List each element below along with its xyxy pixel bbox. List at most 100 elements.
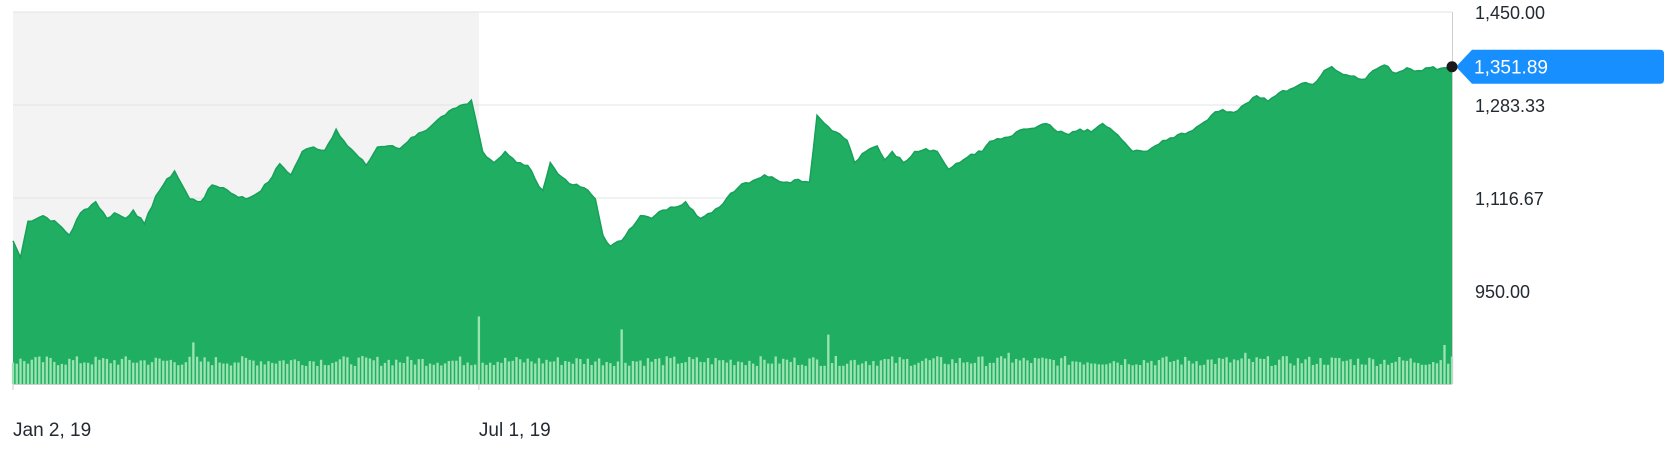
volume-bar [598,358,600,384]
volume-bar [1252,362,1254,384]
volume-bar [57,365,59,384]
volume-bar [485,365,487,384]
volume-bar [440,365,442,384]
volume-bar [1342,361,1344,384]
volume-bar [185,362,187,384]
volume-bar [260,361,262,384]
volume-bar [688,357,690,384]
volume-bar [264,364,266,384]
volume-bar [493,365,495,384]
volume-bar [617,361,619,384]
volume-bar [884,359,886,384]
volume-bar [643,366,645,384]
volume-bar [1180,365,1182,384]
volume-bar [1041,358,1043,384]
volume-bar [632,361,634,384]
volume-bar [279,361,281,384]
volume-bar [316,366,318,384]
volume-bar [805,366,807,384]
volume-bar [1425,365,1427,384]
volume-bar [932,358,934,384]
volume-bar [414,365,416,384]
volume-bar [1338,358,1340,384]
volume-bar [342,356,344,384]
volume-bar [384,363,386,384]
volume-bar [391,365,393,384]
volume-bar [474,365,476,384]
volume-bar [42,362,44,384]
volume-bar [542,363,544,384]
volume-bar [1007,353,1009,384]
volume-bar [1387,365,1389,384]
volume-bar [226,364,228,384]
volume-bar [470,365,472,384]
volume-bar [605,362,607,384]
volume-bar [808,359,810,384]
volume-bar [1353,365,1355,384]
volume-bar [489,363,491,384]
volume-bar [1398,357,1400,384]
volume-bar [861,363,863,384]
volume-bar [519,359,521,384]
volume-bar [327,365,329,384]
volume-bar [1233,359,1235,384]
volume-bar [87,363,89,384]
volume-bar [737,362,739,384]
volume-bar [722,360,724,384]
volume-bar [966,362,968,384]
volume-bar [681,363,683,384]
volume-bar [929,360,931,384]
volume-bar [350,364,352,384]
volume-bar [117,365,119,384]
volume-bar [767,364,769,384]
volume-bar [564,361,566,384]
volume-bar [294,359,296,384]
last-price-marker[interactable]: 1,351.89 [1447,50,1664,84]
x-tick-label: Jan 2, 19 [13,420,91,441]
volume-bar [557,357,559,384]
volume-bar [1000,356,1002,384]
y-tick-label: 1,116.67 [1475,189,1544,209]
volume-bar [241,356,243,384]
volume-bar [158,359,160,384]
volume-bar [1297,358,1299,384]
volume-bar [72,360,74,384]
volume-bar [1323,365,1325,384]
volume-bar [970,364,972,385]
volume-bar [628,366,630,384]
volume-bar [1289,363,1291,384]
volume-bar [1282,356,1284,384]
volume-bar [1071,361,1073,384]
volume-bar [823,366,825,384]
volume-bar [143,360,145,384]
volume-bar [538,358,540,384]
volume-bar [1169,362,1171,384]
volume-bar [1270,366,1272,384]
volume-bar [827,335,829,384]
volume-bar [602,365,604,384]
volume-bar [98,360,100,384]
volume-bar [1004,358,1006,384]
volume-bar [831,363,833,384]
volume-bar [335,362,337,384]
volume-bar [703,362,705,384]
volume-bar [1083,365,1085,384]
volume-bar [388,360,390,384]
volume-bar [917,363,919,384]
volume-bar [1413,362,1415,384]
volume-bar [666,356,668,384]
volume-bar [110,363,112,384]
volume-bar [1116,363,1118,384]
volume-bar [500,363,502,384]
volume-bar [128,360,130,384]
volume-bar [820,366,822,384]
volume-bar [106,359,108,384]
volume-bar [782,359,784,384]
volume-bar [31,360,33,384]
volume-bar [1079,362,1081,384]
volume-bar [463,365,465,384]
volume-bar [1218,358,1220,384]
